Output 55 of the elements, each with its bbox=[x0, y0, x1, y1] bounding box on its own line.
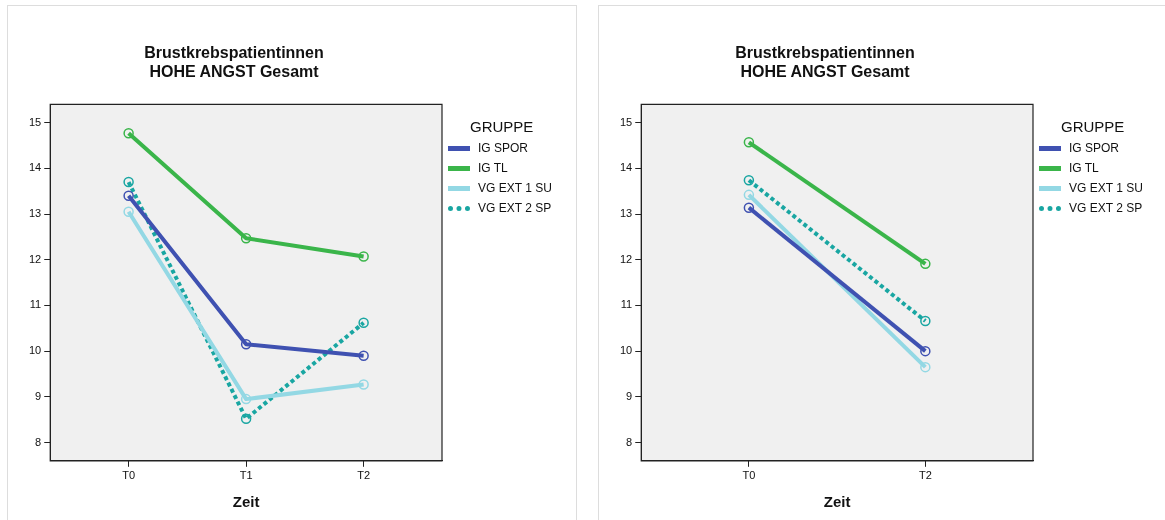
x-axis-title: Zeit bbox=[823, 493, 851, 511]
x-tick-label: T2 bbox=[918, 469, 932, 482]
legend-label: VG EXT 2 SP bbox=[1069, 201, 1143, 215]
point bbox=[358, 251, 369, 262]
chart-title: Brustkrebspatientinnen HOHE ANGST Gesamt bbox=[144, 44, 324, 81]
y-tick-label: 12 bbox=[28, 252, 42, 265]
legend-title: GRUPPE bbox=[470, 118, 535, 135]
point bbox=[920, 361, 931, 373]
point bbox=[920, 315, 931, 327]
x-axis-title: Zeit bbox=[232, 493, 260, 511]
y-tick-label: 14 bbox=[28, 161, 42, 174]
point bbox=[240, 393, 252, 405]
point bbox=[123, 206, 134, 218]
legend-label: IG SPOR bbox=[478, 141, 529, 155]
y-tick-label: 10 bbox=[28, 344, 42, 357]
point bbox=[358, 350, 369, 361]
point bbox=[743, 189, 755, 201]
point bbox=[920, 345, 931, 357]
point bbox=[123, 176, 134, 188]
y-tick-label: 9 bbox=[35, 389, 42, 402]
y-tick-label: 13 bbox=[619, 207, 633, 220]
point bbox=[358, 379, 369, 390]
y-tick-label: 9 bbox=[626, 389, 633, 402]
point bbox=[240, 233, 252, 244]
point bbox=[123, 127, 134, 139]
y-tick-label: 10 bbox=[619, 344, 633, 357]
legend-label: IG TL bbox=[478, 161, 508, 175]
y-tick-label: 11 bbox=[29, 298, 42, 311]
legend-label: VG EXT 1 SU bbox=[478, 181, 552, 195]
y-tick-label: 8 bbox=[35, 435, 42, 448]
point bbox=[743, 137, 755, 148]
y-tick-label: 8 bbox=[626, 435, 633, 448]
point bbox=[743, 202, 755, 213]
legend-label: VG EXT 1 SU bbox=[1069, 181, 1143, 195]
point bbox=[358, 317, 369, 329]
x-tick-label: T2 bbox=[357, 469, 371, 482]
x-tick-label: T1 bbox=[239, 469, 253, 482]
y-tick-label: 12 bbox=[619, 252, 633, 265]
x-tick-label: T0 bbox=[122, 469, 136, 482]
legend-title: GRUPPE bbox=[1061, 118, 1126, 135]
point bbox=[123, 190, 134, 202]
legend-label: VG EXT 2 SP bbox=[478, 201, 552, 215]
legend-label: IG TL bbox=[1069, 161, 1099, 175]
x-tick-label: T0 bbox=[742, 469, 756, 482]
point bbox=[920, 258, 931, 270]
point bbox=[240, 339, 252, 350]
y-tick-label: 13 bbox=[28, 207, 42, 220]
point bbox=[240, 413, 252, 425]
legend-label: IG SPOR bbox=[1069, 141, 1120, 155]
y-tick-label: 14 bbox=[619, 161, 633, 174]
y-tick-label: 15 bbox=[28, 115, 42, 128]
point bbox=[743, 175, 755, 186]
chart-title: Brustkrebspatientinnen HOHE ANGST Gesamt bbox=[735, 44, 915, 81]
y-tick-label: 11 bbox=[620, 298, 633, 311]
y-tick-label: 15 bbox=[619, 115, 633, 128]
